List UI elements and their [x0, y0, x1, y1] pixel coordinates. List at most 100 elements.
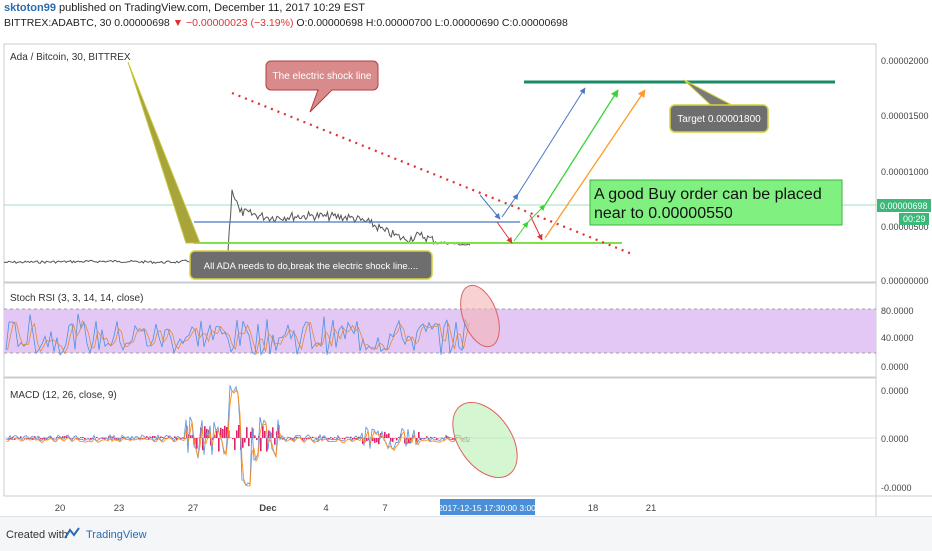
- ohlc-values: O:0.00000698 H:0.00000700 L:0.00000690 C…: [296, 17, 568, 29]
- macd-bar: [384, 432, 386, 438]
- time-cursor-label: 2017-12-15 17:30:00 3:00: [438, 503, 536, 513]
- macd-bar: [82, 437, 84, 438]
- published-text: published on TradingView.com, December 1…: [59, 2, 365, 14]
- macd-bar: [332, 438, 334, 439]
- x-tick: 23: [114, 503, 125, 514]
- macd-bar: [122, 437, 124, 438]
- symbol-label: BITTREX:ADABTC, 30: [4, 17, 111, 29]
- macd-bar: [40, 438, 42, 439]
- macd-bar: [260, 438, 262, 451]
- macd-bar: [330, 437, 332, 438]
- macd-bar: [248, 438, 250, 446]
- x-tick: 18: [588, 503, 599, 514]
- macd-bar: [334, 437, 336, 438]
- macd-bar: [418, 432, 420, 438]
- last-price: 0.00000698: [114, 17, 169, 29]
- macd-bar: [96, 437, 98, 438]
- break-note-text: All ADA needs to do,break the electric s…: [204, 261, 418, 272]
- macd-bar: [190, 435, 192, 438]
- macd-bar: [396, 438, 398, 440]
- x-tick: 27: [188, 503, 199, 514]
- macd-y-axis: 0.0000 0.0000 -0.0000: [881, 386, 912, 493]
- down-arrow-icon: ▼: [173, 17, 183, 29]
- x-tick: 4: [323, 503, 328, 514]
- macd-bar: [80, 437, 82, 438]
- countdown-label: 00:29: [903, 214, 926, 224]
- macd-bar: [388, 433, 390, 438]
- macd-bar: [234, 438, 236, 450]
- symbol-line: BITTREX:ADABTC, 30 0.00000698 ▼ −0.00000…: [4, 17, 568, 29]
- tradingview-link[interactable]: TradingView: [86, 529, 147, 541]
- macd-bar: [238, 425, 240, 438]
- macd-bar: [218, 438, 220, 451]
- macd-bar: [274, 438, 276, 445]
- price-change: −0.00000023 (−3.19%): [186, 17, 293, 29]
- price-pane-title: Ada / Bitcoin, 30, BITTREX: [10, 52, 131, 63]
- tradingview-logo-icon: [64, 526, 82, 540]
- rsi-y-axis: 80.0000 40.0000 0.0000: [881, 306, 914, 372]
- price-tick: 0.00001500: [881, 111, 929, 121]
- price-tick: 0.00002000: [881, 56, 929, 66]
- macd-bar: [262, 426, 264, 438]
- macd-tick: 0.0000: [881, 434, 909, 444]
- macd-bar: [232, 438, 234, 439]
- macd-pane[interactable]: [4, 378, 876, 496]
- macd-bar: [312, 437, 314, 438]
- macd-bar: [430, 437, 432, 438]
- macd-bar: [434, 437, 436, 438]
- buy-note-line1: A good Buy order can be placed: [594, 186, 822, 203]
- macd-bar: [386, 434, 388, 438]
- x-tick: 7: [382, 503, 387, 514]
- macd-bar: [160, 436, 162, 438]
- macd-bar: [84, 438, 86, 439]
- macd-bar: [242, 438, 244, 448]
- footer-bar: Created with TradingView: [0, 516, 932, 551]
- macd-bar: [222, 429, 224, 438]
- price-tick: 0.00000000: [881, 276, 929, 286]
- created-with-text: Created with: [6, 529, 68, 541]
- macd-bar: [392, 438, 394, 442]
- x-tick: Dec: [259, 503, 276, 514]
- buy-note-line2: near to 0.00000550: [594, 205, 733, 222]
- chart-canvas[interactable]: All ADA needs to do,break the electric s…: [0, 36, 932, 516]
- macd-bar: [90, 438, 92, 439]
- macd-bar: [378, 438, 380, 444]
- x-tick: 20: [55, 503, 66, 514]
- price-tick: 0.00001000: [881, 167, 929, 177]
- macd-bar: [246, 427, 248, 438]
- macd-bar: [58, 437, 60, 438]
- author-link[interactable]: sktoton99: [4, 2, 56, 14]
- macd-bar: [272, 427, 274, 438]
- macd-bar: [244, 438, 246, 442]
- macd-bar: [366, 438, 368, 441]
- macd-bar: [358, 437, 360, 438]
- macd-bar: [376, 438, 378, 442]
- shock-line-label: The electric shock line: [273, 71, 372, 82]
- macd-tick: 0.0000: [881, 386, 909, 396]
- macd-bar: [264, 431, 266, 438]
- macd-bar: [62, 436, 64, 438]
- macd-bar: [254, 435, 256, 438]
- current-price-label: 0.00000698: [880, 201, 928, 211]
- x-tick: 21: [646, 503, 657, 514]
- rsi-tick: 80.0000: [881, 306, 914, 316]
- macd-bar: [256, 438, 258, 440]
- macd-bar: [196, 438, 198, 449]
- macd-tick: -0.0000: [881, 483, 912, 493]
- macd-bar: [162, 437, 164, 438]
- macd-bar: [224, 426, 226, 438]
- macd-bar: [236, 430, 238, 438]
- macd-pane-title: MACD (12, 26, close, 9): [10, 390, 117, 401]
- target-label: Target 0.00001800: [677, 114, 761, 125]
- rsi-tick: 0.0000: [881, 362, 909, 372]
- macd-bar: [20, 436, 22, 438]
- rsi-pane-title: Stoch RSI (3, 3, 14, 14, close): [10, 293, 143, 304]
- macd-bar: [216, 431, 218, 438]
- publish-line: sktoton99 published on TradingView.com, …: [4, 2, 365, 14]
- time-axis: 20 23 27 Dec 4 7 18 21: [55, 503, 657, 514]
- price-y-axis: 0.00002000 0.00001500 0.00001000 0.00000…: [881, 56, 929, 286]
- macd-bar: [342, 438, 344, 439]
- macd-bar: [374, 438, 376, 443]
- macd-bar: [154, 436, 156, 438]
- macd-bar: [450, 437, 452, 438]
